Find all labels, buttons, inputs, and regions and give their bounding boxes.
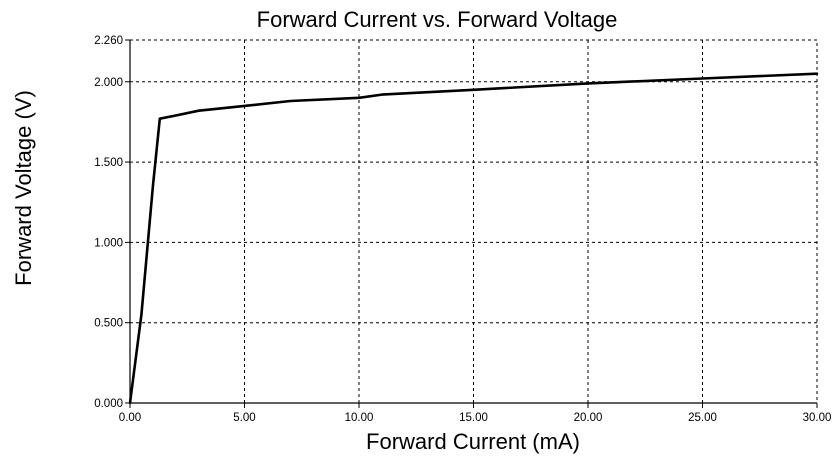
x-tick-label: 30.00 [803,412,832,424]
series-layer [128,72,819,405]
x-tick-label: 20.00 [574,412,603,424]
x-axis-label: Forward Current (mA) [366,429,580,454]
y-tick-label: 1.500 [94,157,123,169]
y-axis-label: Forward Voltage (V) [11,90,36,286]
x-tick-label: 25.00 [688,412,717,424]
y-tick-label: 0.000 [94,398,123,410]
y-tick-label: 2.000 [94,77,123,89]
x-tick-label: 5.00 [233,412,255,424]
x-tick-label: 10.00 [345,412,374,424]
series-line [128,72,819,405]
chart-title: Forward Current vs. Forward Voltage [257,7,618,32]
y-tick-label: 2.260 [94,35,123,47]
x-tick-label: 15.00 [459,412,488,424]
y-tick-label: 1.000 [94,237,123,249]
ticks: 0.00 5.00 10.00 15.00 20.00 25.00 30.00 0.000 0.… [94,35,831,424]
y-tick-label: 0.500 [94,318,123,330]
grid [129,39,818,404]
x-tick-label: 0.00 [119,412,141,424]
